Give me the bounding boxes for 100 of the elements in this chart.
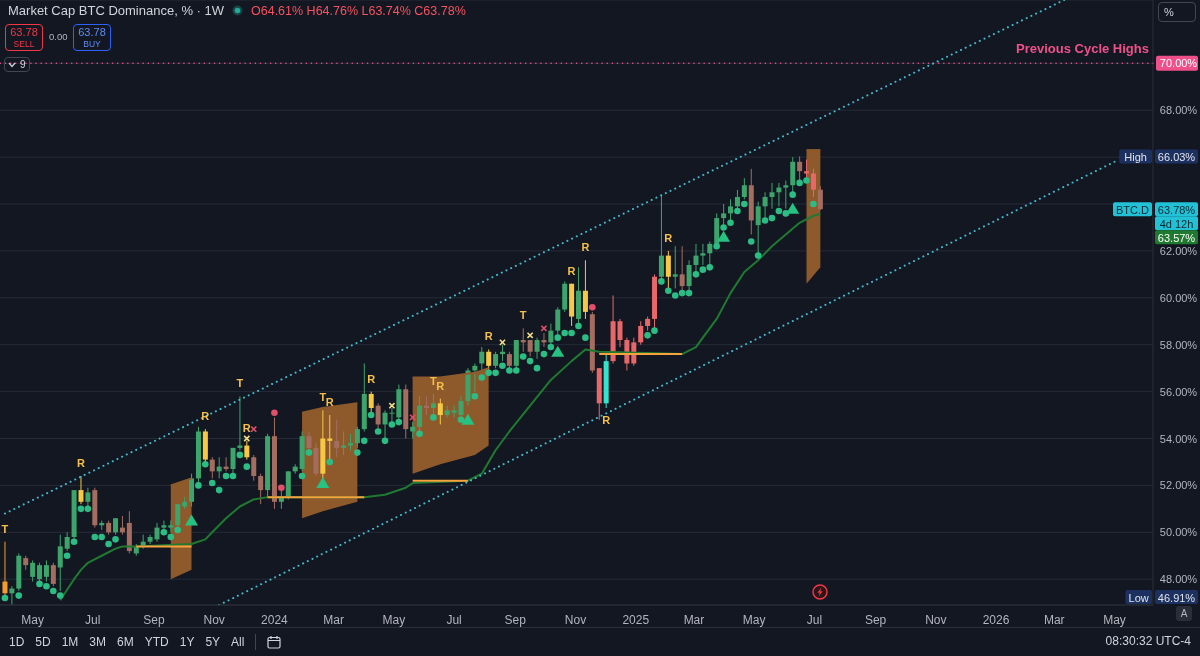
- candlestick: [209, 456, 215, 479]
- y-tick-label: 50.00%: [1159, 526, 1198, 539]
- candlestick: [78, 475, 84, 505]
- x-tick-label: May: [1103, 612, 1126, 627]
- y-tick-label: 58.00%: [1159, 338, 1198, 351]
- point: [316, 477, 330, 489]
- text: 1Y: [179, 635, 195, 649]
- text: 08:30:32 UTC-4: [1105, 634, 1191, 648]
- y-tick-label: 54.00%: [1159, 432, 1198, 445]
- annotation: R: [201, 410, 210, 423]
- candlestick: [451, 405, 457, 418]
- point: [461, 413, 475, 425]
- x-tick-label: May: [382, 612, 406, 627]
- annotation: T: [236, 377, 244, 390]
- text: 5D: [35, 635, 51, 649]
- annotation: 63.78: [77, 26, 107, 39]
- annotation: BUY: [82, 39, 102, 49]
- x-tick-label: Jul: [806, 612, 823, 627]
- x-tick-label: Jul: [446, 612, 462, 627]
- x-tick-label: May: [742, 612, 766, 627]
- annotation: R: [242, 421, 251, 434]
- candlestick: [810, 168, 816, 198]
- annotation: R: [664, 231, 673, 244]
- y-tick-label: 70.00%: [1159, 57, 1198, 70]
- x-tick-label: 2024: [261, 612, 289, 627]
- annotation: 63.78%: [1157, 203, 1196, 216]
- text: A: [1176, 606, 1192, 621]
- point: [185, 514, 199, 526]
- y-tick-label: 52.00%: [1159, 479, 1198, 492]
- x-tick-label: Mar: [323, 612, 344, 627]
- text: %: [1158, 2, 1196, 22]
- x-tick-label: Mar: [1043, 612, 1065, 627]
- annotation: 66.03%: [1157, 150, 1196, 163]
- point: [551, 345, 565, 357]
- annotation: 0.00: [49, 31, 68, 42]
- x-tick-label: Nov: [203, 612, 225, 627]
- annotation: 63.78: [9, 26, 39, 39]
- point: [717, 230, 731, 242]
- annotation: R: [325, 396, 334, 409]
- annotation: 9: [20, 59, 26, 70]
- text: 4d 12h: [1159, 217, 1194, 230]
- annotation: T: [1, 522, 9, 535]
- candlestick: [189, 473, 195, 508]
- text: YTD: [144, 635, 169, 649]
- annotation: R: [367, 372, 376, 385]
- text: 46.91%: [1157, 591, 1196, 604]
- candlestick: [472, 362, 478, 393]
- point: [499, 338, 506, 346]
- text: 3M: [89, 635, 107, 649]
- annotation: R: [436, 379, 445, 392]
- candlestick: [258, 473, 264, 505]
- candlestick: [43, 559, 49, 583]
- annotation: R: [567, 264, 576, 277]
- candlestick: [154, 522, 160, 543]
- annotation: O64.61% H64.76% L63.74% C63.78%: [251, 3, 466, 18]
- candlestick: [354, 426, 360, 449]
- annotation: R: [581, 241, 590, 254]
- candlestick: [582, 259, 588, 320]
- x-tick-label: 2025: [622, 612, 650, 627]
- y-tick-label: 60.00%: [1159, 291, 1198, 304]
- y-tick-label: 68.00%: [1159, 104, 1198, 117]
- point: [271, 409, 278, 417]
- x-tick-label: 2026: [982, 612, 1010, 627]
- candlestick: [741, 177, 747, 200]
- text: 1M: [61, 635, 79, 649]
- annotation: R: [76, 457, 85, 470]
- text: 63.57%: [1157, 231, 1196, 244]
- x-tick-label: Nov: [564, 612, 587, 627]
- x-tick-label: May: [21, 612, 44, 627]
- point: [278, 484, 285, 492]
- candlestick: [437, 398, 443, 425]
- x-tick-label: Sep: [864, 612, 887, 627]
- candlestick: [769, 182, 775, 210]
- candlestick: [334, 419, 340, 458]
- candlestick: [534, 337, 540, 360]
- y-tick-label: 56.00%: [1159, 385, 1198, 398]
- text: 1D: [9, 635, 25, 649]
- x-tick-label: Jul: [85, 612, 101, 627]
- text: 5Y: [205, 635, 221, 649]
- annotation: High: [1124, 150, 1147, 163]
- point: [588, 303, 596, 311]
- annotation: R: [484, 330, 493, 343]
- annotation: R: [602, 414, 611, 427]
- candlestick: [57, 534, 63, 592]
- annotation: T: [429, 374, 437, 387]
- y-tick-label: 62.00%: [1159, 244, 1198, 257]
- x-tick-label: Mar: [683, 612, 705, 627]
- annotation: SELL: [12, 39, 36, 49]
- candlestick: [251, 454, 257, 482]
- annotation: T: [319, 391, 327, 404]
- candlestick: [783, 180, 789, 210]
- candlestick: [817, 185, 823, 211]
- text: All: [231, 635, 245, 649]
- candlestick: [638, 320, 644, 346]
- candlestick: [64, 531, 70, 552]
- text: 6M: [117, 635, 134, 649]
- candlestick: [479, 346, 485, 371]
- chart-title: Market Cap BTC Dominance, % · 1W: [8, 3, 225, 18]
- candlestick: [700, 243, 706, 266]
- candlestick: [30, 559, 36, 583]
